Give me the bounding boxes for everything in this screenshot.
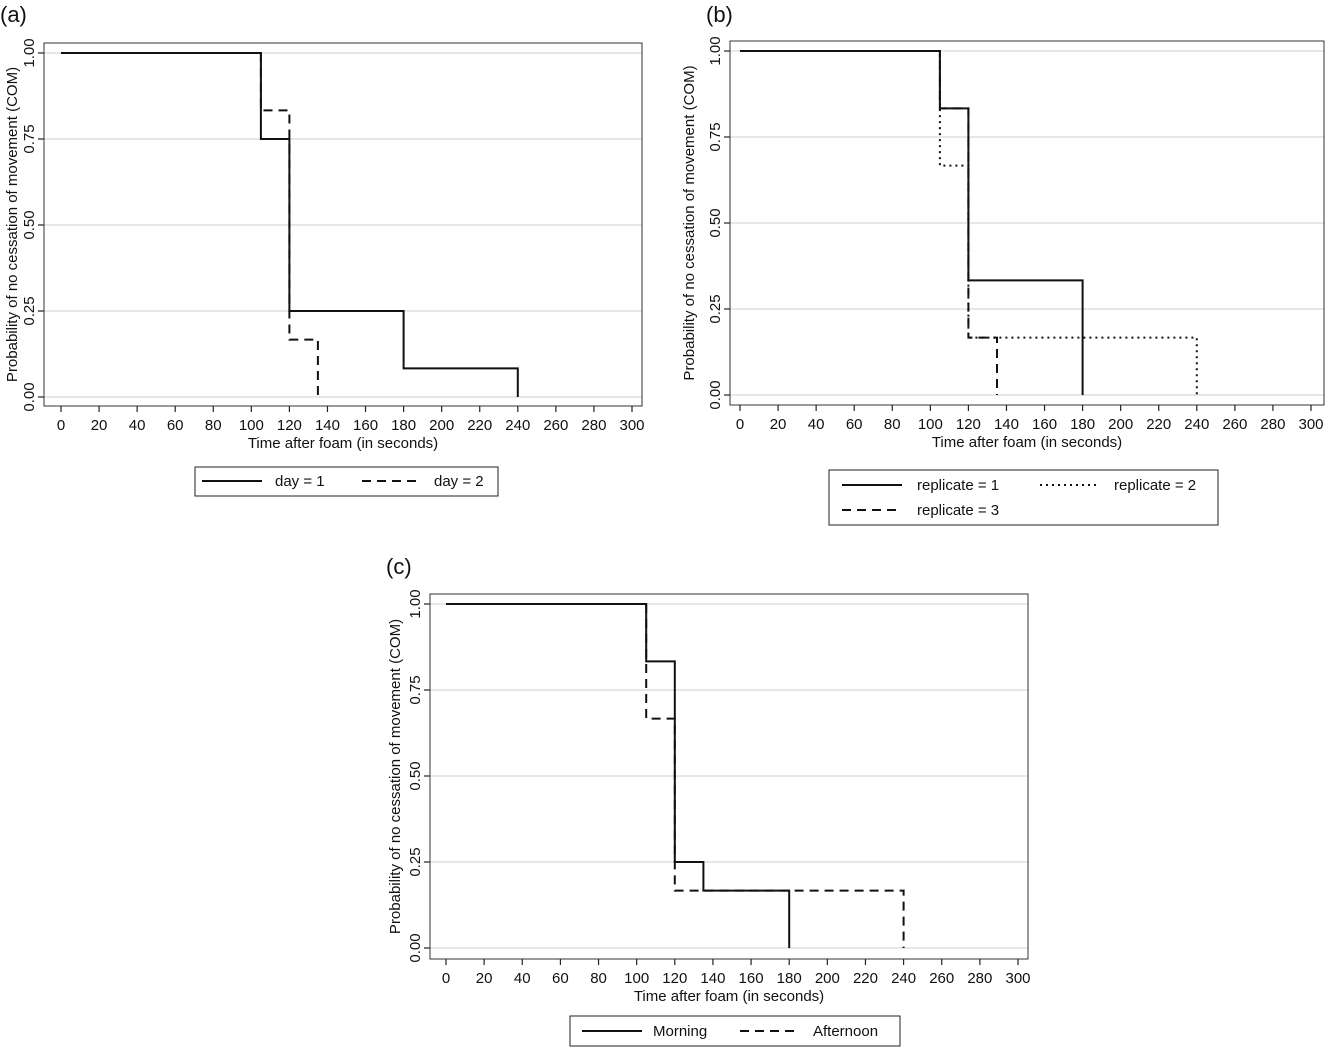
y-tick-label: 0.00 bbox=[21, 382, 38, 411]
x-tick-label: 200 bbox=[815, 970, 840, 987]
y-tick-label: 1.00 bbox=[407, 589, 424, 618]
series-line-2 bbox=[259, 53, 319, 397]
x-tick-label: 100 bbox=[624, 970, 649, 987]
x-tick-label: 80 bbox=[205, 417, 222, 434]
y-tick-label: 1.00 bbox=[707, 36, 724, 65]
x-tick-label: 280 bbox=[967, 970, 992, 987]
x-tick-label: 80 bbox=[590, 970, 607, 987]
x-tick-label: 180 bbox=[1070, 416, 1095, 433]
y-axis-label: Probability of no cessation of movement … bbox=[387, 619, 404, 934]
y-axis-label: Probability of no cessation of movement … bbox=[681, 65, 698, 380]
x-tick-label: 140 bbox=[315, 417, 340, 434]
x-tick-label: 200 bbox=[429, 417, 454, 434]
x-tick-label: 220 bbox=[467, 417, 492, 434]
x-tick-label: 80 bbox=[884, 416, 901, 433]
x-tick-label: 40 bbox=[129, 417, 146, 434]
y-axis-label: Probability of no cessation of movement … bbox=[4, 67, 21, 382]
x-tick-label: 260 bbox=[1222, 416, 1247, 433]
x-tick-label: 260 bbox=[543, 417, 568, 434]
x-axis-label: Time after foam (in seconds) bbox=[248, 435, 438, 452]
x-tick-label: 100 bbox=[918, 416, 943, 433]
x-tick-label: 220 bbox=[853, 970, 878, 987]
x-tick-label: 140 bbox=[994, 416, 1019, 433]
x-tick-label: 60 bbox=[167, 417, 184, 434]
y-tick-label: 0.50 bbox=[21, 210, 38, 239]
x-tick-label: 60 bbox=[552, 970, 569, 987]
chart-panel: (c) 0.00 0.25 0.50 0.75 1.00 0 20 40 60 80 100 120 14… bbox=[386, 554, 1031, 1047]
panel-label: (b) bbox=[706, 2, 733, 27]
x-tick-label: 140 bbox=[700, 970, 725, 987]
x-tick-label: 0 bbox=[57, 417, 65, 434]
x-tick-label: 240 bbox=[1184, 416, 1209, 433]
x-tick-label: 120 bbox=[956, 416, 981, 433]
legend-label: replicate = 1 bbox=[917, 477, 999, 494]
x-tick-label: 0 bbox=[736, 416, 744, 433]
panel-label: (a) bbox=[0, 2, 27, 27]
chart-panel: (b) 0.00 0.25 0.50 0.75 1.00 0 20 40 60 80 100 120 14… bbox=[681, 2, 1325, 526]
x-tick-label: 160 bbox=[1032, 416, 1057, 433]
y-tick-label: 0.50 bbox=[707, 208, 724, 237]
y-tick-label: 0.25 bbox=[707, 294, 724, 323]
legend-label: day = 1 bbox=[275, 473, 325, 490]
x-tick-label: 40 bbox=[514, 970, 531, 987]
x-tick-label: 300 bbox=[619, 417, 644, 434]
x-tick-label: 160 bbox=[739, 970, 764, 987]
y-tick-label: 0.25 bbox=[21, 296, 38, 325]
y-tick-label: 0.75 bbox=[21, 124, 38, 153]
series-line-2 bbox=[645, 604, 905, 948]
x-tick-label: 280 bbox=[1260, 416, 1285, 433]
y-tick-label: 0.75 bbox=[407, 675, 424, 704]
x-tick-label: 200 bbox=[1108, 416, 1133, 433]
x-axis-label: Time after foam (in seconds) bbox=[634, 988, 824, 1005]
y-tick-label: 0.25 bbox=[407, 847, 424, 876]
x-tick-label: 120 bbox=[277, 417, 302, 434]
legend-label: replicate = 2 bbox=[1114, 477, 1196, 494]
x-tick-label: 300 bbox=[1298, 416, 1323, 433]
chart-panel: (a) 0.00 0.25 0.50 0.75 1.00 0 20 40 60 80 100 120 14… bbox=[0, 2, 645, 497]
x-tick-label: 280 bbox=[581, 417, 606, 434]
x-tick-label: 240 bbox=[891, 970, 916, 987]
x-tick-label: 20 bbox=[770, 416, 787, 433]
panel-label: (c) bbox=[386, 554, 412, 579]
x-tick-label: 0 bbox=[442, 970, 450, 987]
y-tick-label: 0.75 bbox=[707, 122, 724, 151]
series-line-3 bbox=[740, 50, 998, 395]
x-tick-label: 260 bbox=[929, 970, 954, 987]
x-tick-label: 240 bbox=[505, 417, 530, 434]
y-tick-label: 1.00 bbox=[21, 38, 38, 67]
x-tick-label: 300 bbox=[1005, 970, 1030, 987]
x-tick-label: 180 bbox=[777, 970, 802, 987]
x-tick-label: 60 bbox=[846, 416, 863, 433]
x-tick-label: 20 bbox=[476, 970, 493, 987]
legend-label: Afternoon bbox=[813, 1023, 878, 1040]
x-tick-label: 220 bbox=[1146, 416, 1171, 433]
x-axis-label: Time after foam (in seconds) bbox=[932, 434, 1122, 451]
legend-label: day = 2 bbox=[434, 473, 484, 490]
x-tick-label: 180 bbox=[391, 417, 416, 434]
y-tick-label: 0.00 bbox=[407, 933, 424, 962]
x-tick-label: 160 bbox=[353, 417, 378, 434]
legend-label: Morning bbox=[653, 1023, 707, 1040]
legend-label: replicate = 3 bbox=[917, 502, 999, 519]
x-tick-label: 100 bbox=[239, 417, 264, 434]
x-tick-label: 120 bbox=[662, 970, 687, 987]
x-tick-label: 40 bbox=[808, 416, 825, 433]
x-tick-label: 20 bbox=[91, 417, 108, 434]
y-tick-label: 0.50 bbox=[407, 761, 424, 790]
legend-box bbox=[828, 469, 1219, 526]
y-tick-label: 0.00 bbox=[707, 380, 724, 409]
